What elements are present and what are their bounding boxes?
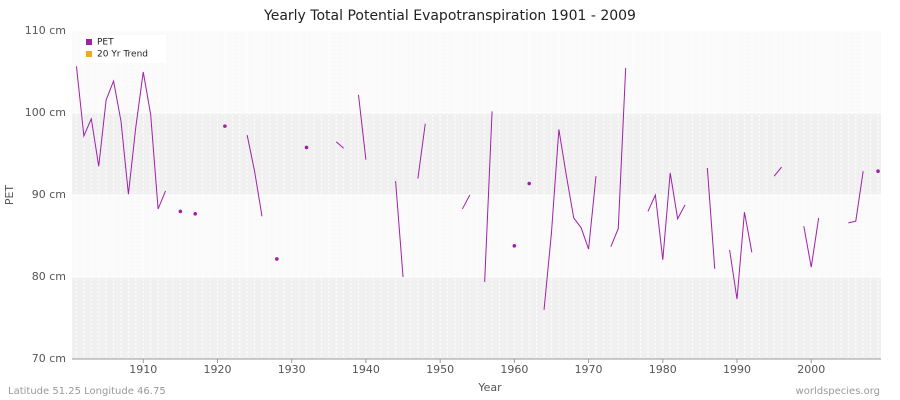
- y-axis-label: PET: [3, 185, 16, 206]
- x-tick-label: 1940: [352, 363, 380, 376]
- x-tick-label: 1970: [575, 363, 603, 376]
- y-tick-label: 100 cm: [25, 106, 66, 119]
- legend-box: [80, 35, 166, 63]
- point: [304, 145, 309, 150]
- x-tick-label: 1990: [723, 363, 751, 376]
- x-tick-label: 2000: [797, 363, 825, 376]
- grid-band: [72, 277, 881, 359]
- y-tick-label: 80 cm: [32, 270, 66, 283]
- x-tick-label: 1950: [426, 363, 454, 376]
- legend-swatch: [86, 51, 92, 57]
- point: [527, 181, 531, 186]
- point: [193, 212, 198, 216]
- x-tick-label: 1930: [278, 363, 306, 376]
- point: [223, 124, 227, 128]
- x-axis-label: Year: [477, 381, 502, 394]
- point: [512, 244, 517, 248]
- x-tick-label: 1920: [203, 363, 231, 376]
- legend-label: PET: [97, 38, 114, 48]
- y-tick-label: 70 cm: [32, 352, 66, 365]
- x-tick-label: 1960: [500, 363, 528, 376]
- grid-band: [72, 113, 881, 195]
- legend-swatch: [86, 39, 92, 45]
- x-tick-label: 1910: [129, 363, 157, 376]
- x-tick-label: 1980: [649, 363, 677, 376]
- chart-title: Yearly Total Potential Evapotranspiratio…: [263, 8, 636, 24]
- footer-right: worldspecies.org: [796, 386, 880, 397]
- point: [275, 257, 279, 261]
- y-tick-label: 90 cm: [32, 188, 66, 201]
- point: [876, 169, 880, 174]
- point: [178, 209, 183, 214]
- legend-label: 20 Yr Trend: [97, 50, 148, 60]
- footer-left: Latitude 51.25 Longitude 46.75: [8, 386, 166, 397]
- y-tick-label: 110 cm: [25, 24, 66, 37]
